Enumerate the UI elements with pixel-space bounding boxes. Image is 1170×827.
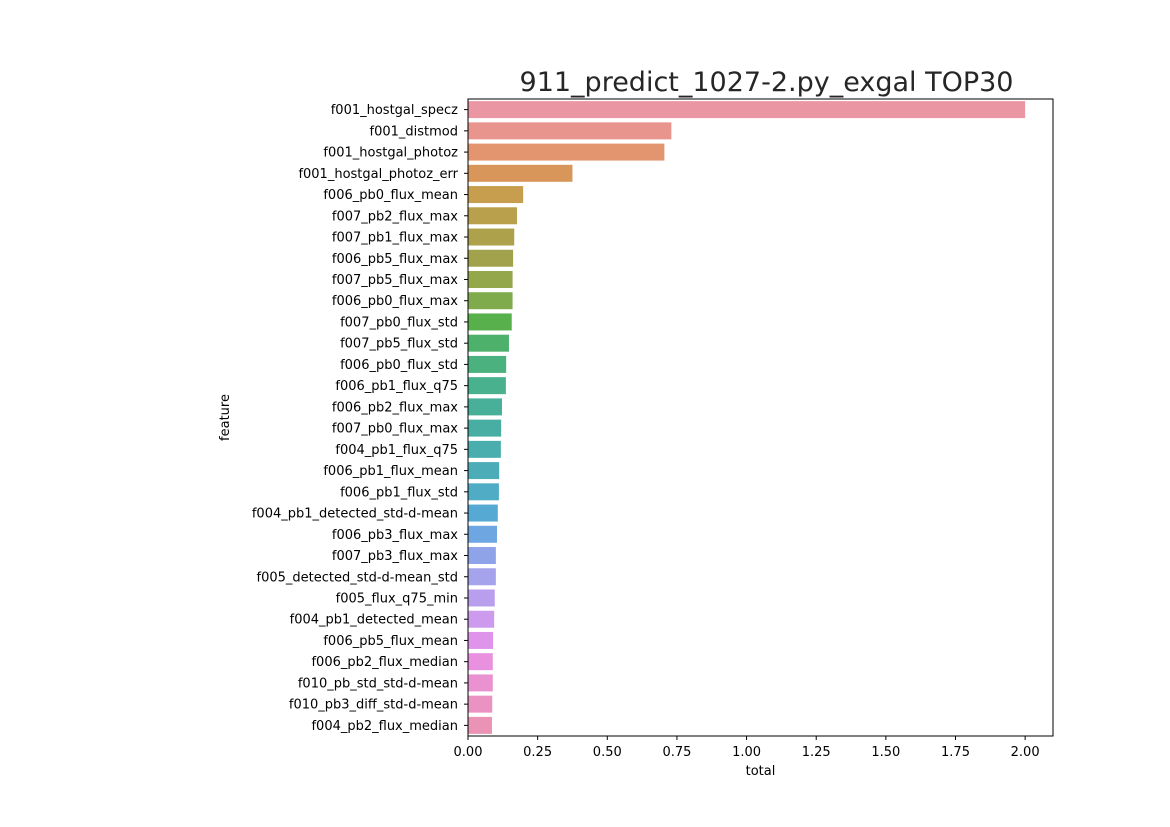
chart-title: 911_predict_1027-2.py_exgal TOP30 (520, 67, 1014, 98)
bar-f007_pb0_flux_max (468, 419, 502, 437)
y-tick-label: f007_pb0_flux_max (332, 422, 458, 437)
bar-f006_pb5_flux_max (468, 249, 514, 267)
bar-f010_pb3_diff_std-d-mean (468, 695, 493, 713)
y-tick-label: f007_pb0_flux_std (340, 315, 458, 330)
y-tick-label: f007_pb5_flux_std (340, 337, 458, 352)
bar-f007_pb1_flux_max (468, 228, 515, 246)
y-tick-label: f001_hostgal_specz (331, 103, 458, 118)
bar-f006_pb2_flux_max (468, 398, 502, 416)
x-tick-label: 0.25 (523, 745, 552, 760)
bar-f004_pb1_detected_std-d-mean (468, 504, 498, 522)
x-tick-label: 1.25 (802, 745, 831, 760)
bar-f004_pb2_flux_median (468, 716, 492, 734)
x-tick-label: 0.75 (662, 745, 691, 760)
bar-f006_pb2_flux_median (468, 653, 493, 671)
y-tick-labels: f001_hostgal_specz f001_distmod f001_hostg… (252, 103, 468, 734)
y-tick-label: f005_detected_std-d-mean_std (257, 570, 458, 585)
y-tick-label: f007_pb1_flux_max (332, 231, 458, 246)
y-tick-label: f006_pb1_flux_q75 (335, 379, 458, 394)
x-tick-label: 1.00 (732, 745, 761, 760)
plot-frame (467, 98, 1054, 737)
x-tick-labels: 0.00 0.25 0.50 0.75 1.00 1.25 1.50 1.75 2.00 (454, 736, 1040, 760)
y-tick-label: f006_pb5_flux_max (332, 252, 458, 267)
y-tick-label: f006_pb0_flux_max (332, 294, 458, 309)
bar-f006_pb5_flux_mean (468, 631, 494, 649)
y-tick-label: f004_pb1_detected_std-d-mean (252, 507, 458, 522)
bar-f006_pb0_flux_max (468, 292, 513, 310)
y-axis-label: feature (218, 394, 233, 441)
x-axis-label: total (746, 764, 776, 779)
x-tick-label: 1.75 (941, 745, 970, 760)
y-tick-label: f006_pb2_flux_median (311, 655, 458, 670)
bar-f006_pb1_flux_q75 (468, 377, 506, 395)
y-tick-label: f006_pb1_flux_std (340, 485, 458, 500)
bar-f004_pb1_detected_mean (468, 610, 495, 628)
y-tick-label: f001_distmod (370, 124, 459, 139)
bars-group (468, 101, 1026, 734)
y-tick-label: f006_pb3_flux_max (332, 528, 458, 543)
y-tick-label: f010_pb_std_std-d-mean (298, 676, 458, 691)
y-tick-label: f007_pb2_flux_max (332, 209, 458, 224)
bar-f010_pb_std_std-d-mean (468, 674, 493, 692)
bar-f001_hostgal_photoz_err (468, 164, 573, 182)
bar-f007_pb5_flux_std (468, 334, 509, 352)
y-tick-label: f004_pb1_detected_mean (290, 613, 458, 628)
bar-f006_pb3_flux_max (468, 525, 497, 543)
bar-f007_pb0_flux_std (468, 313, 512, 331)
y-tick-label: f006_pb0_flux_std (340, 358, 458, 373)
x-tick-label: 1.50 (871, 745, 900, 760)
bar-f006_pb0_flux_mean (468, 186, 524, 204)
bar-f005_detected_std-d-mean_std (468, 568, 496, 586)
bar-f007_pb5_flux_max (468, 270, 513, 288)
bar-f001_hostgal_photoz (468, 143, 665, 161)
bar-f004_pb1_flux_q75 (468, 440, 501, 458)
y-tick-label: f007_pb5_flux_max (332, 273, 458, 288)
y-tick-label: f010_pb3_diff_std-d-mean (289, 698, 458, 713)
y-tick-label: f004_pb2_flux_median (311, 719, 458, 734)
bar-f005_flux_q75_min (468, 589, 495, 607)
bar-f006_pb1_flux_std (468, 483, 499, 501)
y-tick-label: f006_pb5_flux_mean (323, 634, 458, 649)
y-tick-label: f001_hostgal_photoz_err (298, 167, 458, 182)
y-tick-label: f004_pb1_flux_q75 (335, 443, 458, 458)
bar-f006_pb1_flux_mean (468, 462, 500, 480)
y-tick-label: f006_pb1_flux_mean (323, 464, 458, 479)
x-tick-label: 0.50 (593, 745, 622, 760)
y-tick-label: f005_flux_q75_min (336, 591, 458, 606)
y-tick-label: f006_pb2_flux_max (332, 400, 458, 415)
y-tick-label: f006_pb0_flux_mean (323, 188, 458, 203)
bar-f007_pb3_flux_max (468, 547, 496, 565)
bar-f007_pb2_flux_max (468, 207, 518, 225)
y-tick-label: f007_pb3_flux_max (332, 549, 458, 564)
x-tick-label: 0.00 (454, 745, 483, 760)
bar-f001_distmod (468, 122, 672, 140)
y-tick-label: f001_hostgal_photoz (323, 146, 458, 161)
x-tick-label: 2.00 (1011, 745, 1040, 760)
bar-f001_hostgal_specz (468, 101, 1026, 119)
bar-f006_pb0_flux_std (468, 355, 507, 373)
